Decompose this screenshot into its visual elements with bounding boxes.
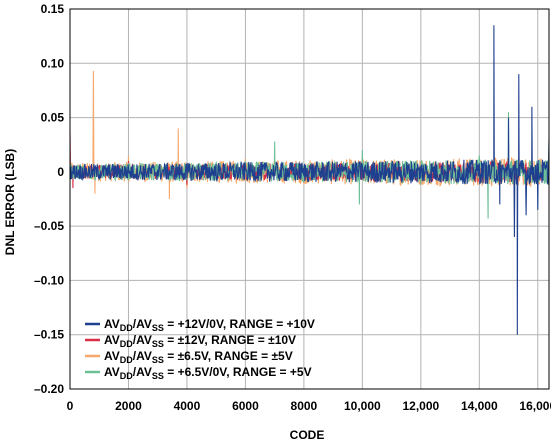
y-tick-label: –0.05 <box>34 219 64 233</box>
x-tick-label: 16,000 <box>519 399 551 413</box>
grid-lines <box>69 8 549 390</box>
legend: AVDD/AVSS = +12V/0V, RANGE = +10VAVDD/AV… <box>85 317 315 381</box>
series-layer <box>70 25 549 335</box>
y-tick-label: 0.10 <box>41 56 65 70</box>
y-tick-labels: 0.15 0.10 0.05 0 –0.05 –0.10 –0.15 –0.20 <box>34 2 64 396</box>
y-tick-label: –0.20 <box>34 382 64 396</box>
x-tick-label: 12,000 <box>402 399 439 413</box>
x-tick-label: 2000 <box>115 399 142 413</box>
series-line <box>70 25 549 335</box>
legend-label: AVDD/AVSS = ±6.5V, RANGE = ±5V <box>104 349 293 365</box>
y-tick-label: 0 <box>57 165 64 179</box>
x-tick-label: 0 <box>67 399 74 413</box>
y-tick-label: –0.10 <box>34 273 64 287</box>
y-tick-label: 0.05 <box>41 111 65 125</box>
x-tick-label: 4000 <box>174 399 201 413</box>
y-axis-title: DNL ERROR (LSB) <box>3 149 17 255</box>
x-tick-label: 10,000 <box>344 399 381 413</box>
x-tick-labels: 0 2000 4000 6000 8000 10,000 12,000 14,000 16,00… <box>67 399 551 413</box>
series-line <box>70 70 549 200</box>
y-tick-label: 0.15 <box>41 2 65 16</box>
x-tick-label: 8000 <box>291 399 318 413</box>
legend-label: AVDD/AVSS = +6.5V/0V, RANGE = +5V <box>104 365 312 381</box>
x-axis-title: CODE <box>290 428 325 442</box>
x-tick-label: 14,000 <box>461 399 498 413</box>
plot-frame <box>69 8 550 390</box>
y-tick-label: –0.15 <box>34 328 64 342</box>
legend-label: AVDD/AVSS = ±12V, RANGE = ±10V <box>104 333 296 349</box>
x-tick-label: 6000 <box>232 399 259 413</box>
legend-label: AVDD/AVSS = +12V/0V, RANGE = +10V <box>104 317 315 333</box>
